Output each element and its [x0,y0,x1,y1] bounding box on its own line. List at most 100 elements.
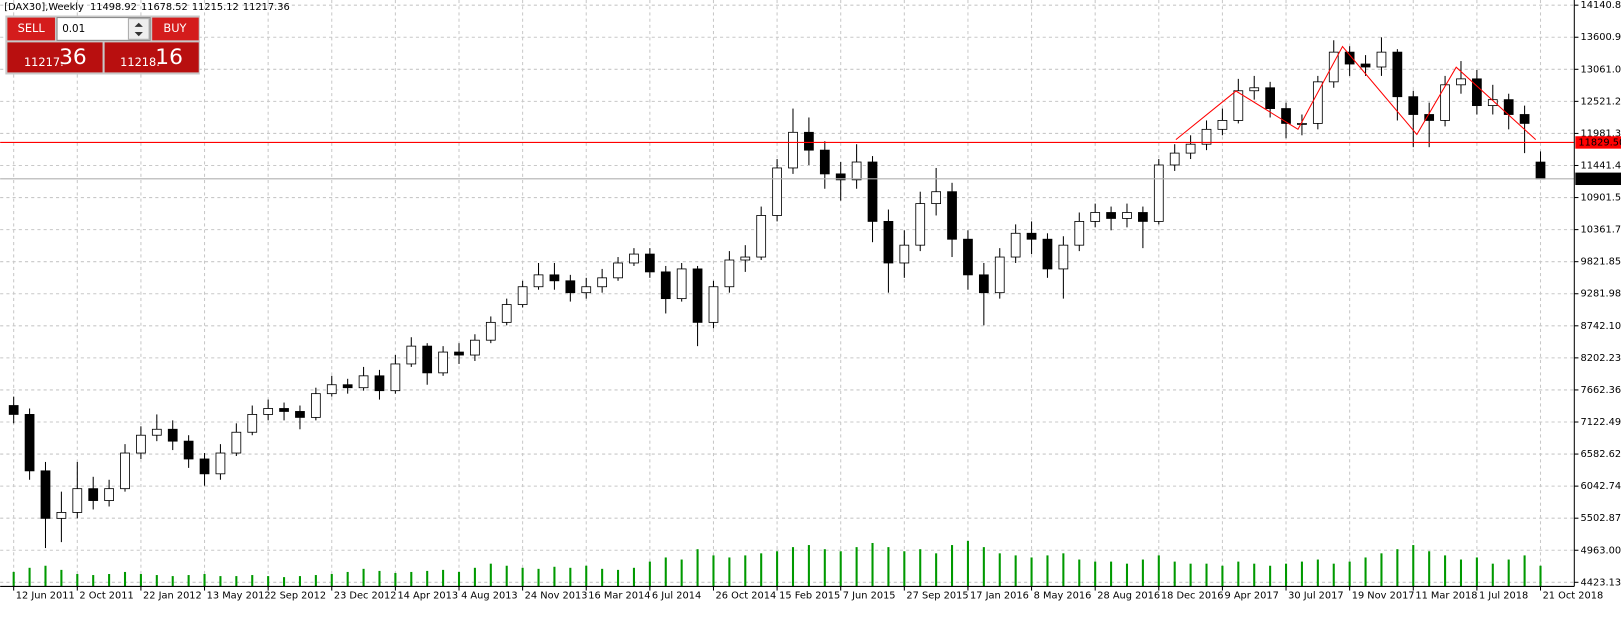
volume-bar [298,576,301,587]
volume-bar [410,571,413,587]
candle-body [708,286,719,323]
volume-bar [648,561,651,587]
volume-bar [489,563,492,587]
y-tick-label: 11981.33 [1581,128,1621,139]
candle-body [947,191,957,240]
volume-bar [1444,555,1447,587]
candle-body [215,452,226,475]
candle-body [310,393,321,418]
candle-body [1026,232,1037,240]
volume-bar [951,545,954,587]
volume-bar [632,567,635,587]
candle-body [422,345,433,374]
candle-body [231,431,242,454]
candle-body [1138,212,1148,222]
x-tick-label: 28 Aug 2016 [1097,591,1160,602]
sell-label: SELL [18,21,46,35]
buy-button[interactable]: BUY [152,17,199,41]
candle-body [1058,244,1069,270]
x-tick-label: 16 Mar 2014 [588,591,650,602]
candle-body [883,220,894,264]
candle-body [1328,51,1339,83]
candle-body [915,203,926,246]
candle-body [485,321,496,341]
x-tick-label: 22 Jan 2012 [143,591,202,602]
x-tick-label: 17 Jan 2016 [970,591,1029,602]
volume-bar [155,575,158,587]
x-tick-label: 2 Oct 2011 [79,591,133,602]
candle-body [295,411,305,418]
volume-bar [728,557,731,587]
volume-bar [203,574,206,587]
sell-button[interactable]: SELL [7,17,55,41]
candle-body [660,271,671,300]
candle-body [438,351,448,374]
volume-bar [1030,557,1033,587]
candle-body [788,131,798,169]
x-tick-label: 14 Apr 2013 [397,591,458,602]
y-tick-label: 6582.62 [1581,449,1621,460]
y-tick-label: 10901.59 [1581,193,1621,204]
x-tick-label: 11 Mar 2018 [1415,591,1477,602]
candle-body [279,408,289,412]
candle-body [819,149,830,175]
candle-body [978,274,989,294]
volume-bar [1284,563,1288,587]
y-tick-label: 7122.49 [1581,417,1621,428]
volume-bar [1364,557,1367,587]
lot-input[interactable]: 0.01 [56,17,151,41]
lot-spinner[interactable] [127,18,150,40]
volume-bar [1125,563,1129,587]
candle-body [183,440,194,460]
candle-body [263,408,274,415]
x-tick-label: 12 Jun 2011 [16,591,75,602]
volume-bar [919,549,922,587]
candle-body [1249,87,1260,92]
volume-bar [442,569,445,587]
spinner-arrows [134,22,143,37]
candle-body [533,274,544,288]
y-tick-label: 9821.85 [1581,257,1621,268]
volume-bar [12,571,15,587]
candle-body [1122,212,1132,219]
volume-bar [1173,561,1176,587]
candle-body [120,452,130,490]
header-low: 11215.12 [192,2,239,13]
candle-body [931,191,942,205]
candle-body [1376,51,1387,68]
volume-bar [617,569,620,587]
candle-body [1153,164,1164,222]
y-tick-label: 9281.98 [1581,289,1621,300]
volume-bar [903,551,906,587]
volume-bar [1459,559,1463,587]
buy-button-bg [152,17,199,41]
volume-bar [235,576,238,587]
volume-bar [966,540,969,587]
candle-body [1297,123,1307,125]
bid-box[interactable]: 11217. 36 [7,42,103,73]
candle-body [199,458,210,475]
volume-bar [585,565,588,587]
volume-bar [1412,545,1415,587]
zigzag-line [1175,45,1537,141]
candle-body [804,131,814,151]
volume-bar [473,567,476,587]
candle-body [565,280,576,294]
x-tick-label: 9 Apr 2017 [1224,591,1278,602]
candle-body [1440,84,1450,121]
y-tick-label: 12521.21 [1581,96,1621,107]
volume-bar [1348,561,1351,587]
candle-body [613,262,623,279]
volume-bar [1062,553,1065,587]
volume-bar [251,575,254,587]
volume-bar [123,571,127,587]
volume-bar [1523,555,1526,587]
x-tick-label: 27 Sep 2015 [906,591,968,602]
y-tick-label: 13600.95 [1581,32,1621,43]
volume-bar [712,555,715,587]
ask-box[interactable]: 11218. 16 [104,42,199,73]
volume-bar [139,574,142,587]
volume-bar [982,547,985,587]
